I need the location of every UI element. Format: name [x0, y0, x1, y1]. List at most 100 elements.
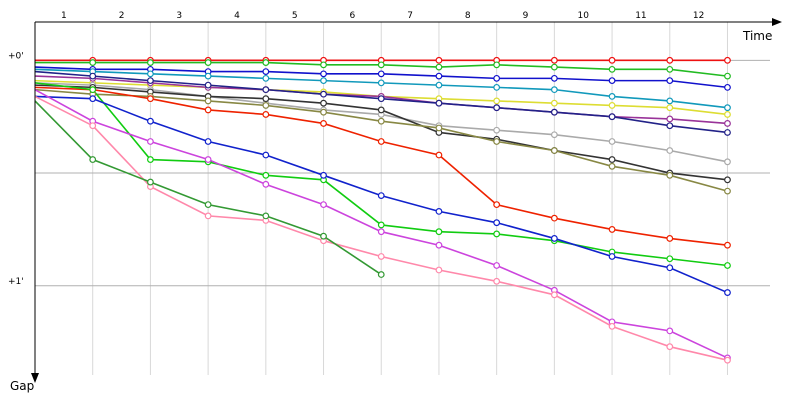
point [666, 56, 674, 64]
point [435, 81, 443, 89]
point [493, 219, 501, 227]
point [550, 147, 558, 154]
point [204, 59, 212, 66]
point [550, 291, 558, 299]
point [724, 158, 731, 166]
point [377, 95, 385, 103]
point [89, 59, 97, 66]
point [89, 86, 97, 94]
x-tick-label: 1 [61, 11, 67, 21]
point [435, 151, 443, 159]
point [377, 61, 385, 69]
point [493, 277, 501, 285]
point [89, 156, 97, 163]
point [608, 253, 616, 260]
point [666, 255, 674, 263]
x-tick-label: 6 [350, 11, 356, 21]
point [147, 178, 154, 186]
x-tick-label: 4 [234, 11, 240, 21]
point [204, 138, 212, 145]
point [377, 138, 385, 145]
point [550, 131, 558, 139]
point [666, 115, 674, 123]
point [435, 99, 443, 107]
point [550, 108, 558, 116]
point [147, 95, 154, 103]
x-tick-label: 5 [292, 11, 298, 21]
point [608, 77, 616, 85]
point [435, 56, 443, 64]
axes: Time Gap 1 2 3 4 5 6 7 8 9 10 11 12+0'+1' [8, 11, 782, 393]
point [724, 262, 731, 269]
point [320, 77, 327, 85]
point [724, 104, 731, 112]
point [724, 56, 731, 64]
point [666, 264, 674, 272]
point [550, 86, 558, 94]
point [262, 102, 270, 109]
point [550, 235, 558, 242]
point [377, 228, 385, 236]
point [493, 61, 501, 69]
point [550, 74, 558, 82]
point [724, 129, 731, 136]
point [493, 74, 501, 82]
point [608, 322, 616, 330]
points [89, 56, 731, 364]
point [550, 99, 558, 107]
point [493, 104, 501, 112]
point [493, 201, 501, 209]
point [493, 126, 501, 134]
point [204, 81, 212, 89]
x-tick-label: 2 [119, 11, 125, 21]
point [493, 262, 501, 269]
point [262, 171, 270, 179]
point [724, 187, 731, 195]
x-title: Time [742, 29, 772, 43]
x-tick-label: 7 [407, 11, 413, 21]
point [147, 59, 154, 66]
point [89, 95, 97, 103]
point [666, 97, 674, 105]
y-tick-label: +1' [8, 277, 24, 287]
x-tick-label: 11 [635, 11, 646, 21]
point [147, 117, 154, 125]
point [724, 120, 731, 127]
point [377, 106, 385, 114]
point [262, 180, 270, 188]
point [666, 171, 674, 179]
point [320, 120, 327, 127]
point [608, 226, 616, 233]
point [377, 221, 385, 229]
point [320, 171, 327, 179]
point [724, 111, 731, 118]
point [666, 327, 674, 335]
point [147, 138, 154, 145]
point [435, 207, 443, 215]
point [666, 235, 674, 242]
point [377, 253, 385, 260]
x-tick-label: 8 [465, 11, 471, 21]
point [608, 138, 616, 145]
point [666, 77, 674, 85]
point [666, 343, 674, 351]
point [724, 356, 731, 364]
x-tick-label: 3 [176, 11, 182, 21]
point [724, 176, 731, 184]
point [724, 241, 731, 249]
point [204, 72, 212, 80]
x-tick-label: 10 [577, 11, 589, 21]
point [724, 289, 731, 296]
point [377, 117, 385, 125]
point [320, 61, 327, 69]
point [204, 201, 212, 209]
point [666, 65, 674, 73]
point [89, 72, 97, 80]
point [608, 93, 616, 100]
point [550, 56, 558, 64]
point [493, 83, 501, 91]
point [262, 74, 270, 82]
point [435, 72, 443, 80]
point [320, 70, 327, 78]
point [435, 266, 443, 274]
